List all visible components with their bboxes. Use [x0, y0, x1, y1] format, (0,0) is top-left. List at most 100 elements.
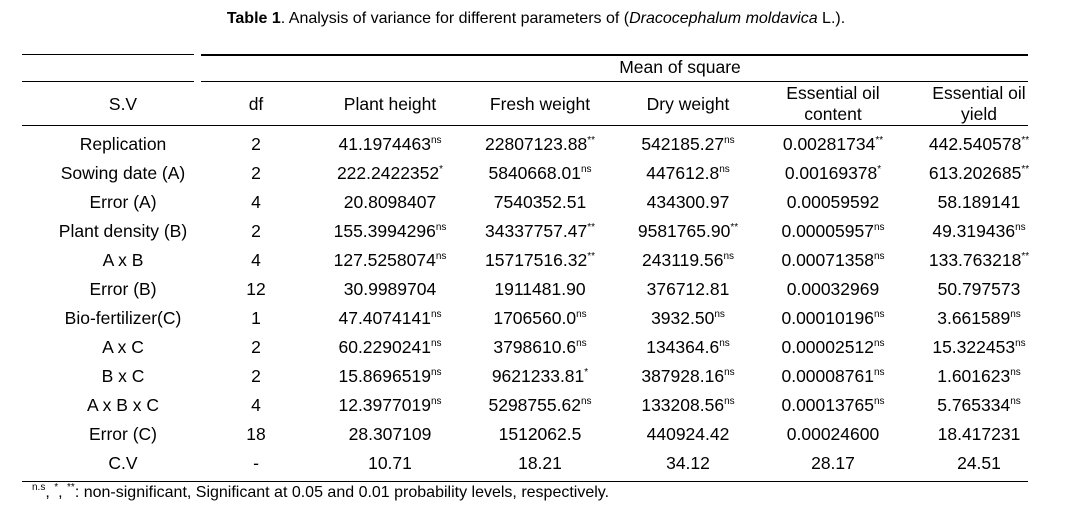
cell-value: 22807123.88: [485, 134, 588, 154]
table-row: B x C 2 15.8696519ns 9621233.81* 387928.16ns…: [0, 362, 1072, 391]
mean-square-cell: 47.4074141ns: [290, 304, 490, 333]
mean-square-cell: 0.00059592: [733, 188, 933, 217]
mean-square-cell: 0.00005957ns: [733, 217, 933, 246]
col-header-df: df: [248, 94, 264, 114]
mean-square-cell: 133.763218**: [879, 246, 1072, 275]
mean-square-cell: 28.17: [733, 449, 933, 478]
col-header-fresh-weight: Fresh weight: [489, 94, 591, 114]
mean-square-cell: 133208.56ns: [588, 391, 788, 420]
cell-value: 15717516.32: [485, 250, 588, 270]
mean-square-cell: 34337757.47**: [440, 217, 640, 246]
mean-square-cell: 243119.56ns: [588, 246, 788, 275]
significance-mark: ns: [1010, 309, 1021, 320]
column-header-row: S.V df Plant height Fresh weight Dry wei…: [0, 83, 1072, 125]
table-row: Error (C) 18 28.307109 1512062.5 440924.42 0.…: [0, 420, 1072, 449]
table-row: Error (A) 4 20.8098407 7540352.51 434300.97 0…: [0, 188, 1072, 217]
mean-square-cell: 434300.97: [588, 188, 788, 217]
cell-value: 12.3977019: [338, 395, 431, 415]
mean-square-cell: 5840668.01ns: [440, 159, 640, 188]
significance-mark: ns: [576, 338, 587, 349]
col-header-plant-height: Plant height: [343, 94, 437, 114]
mean-square-cell: 3932.50ns: [588, 304, 788, 333]
significance-mark: ns: [724, 396, 735, 407]
table-row: C.V - 10.71 18.21 34.12 28.17 24.51: [0, 449, 1072, 478]
col-header-oil-content-line2: content: [804, 104, 862, 124]
cell-value: 34337757.47: [485, 221, 588, 241]
cell-value: 3798610.6: [493, 337, 577, 357]
mean-square-cell: 155.3994296ns: [290, 217, 490, 246]
header-rule-right: [201, 81, 1028, 82]
cell-value: 0.00002512: [781, 337, 874, 357]
cell-value: 18.417231: [937, 424, 1021, 444]
mean-square-cell: 7540352.51: [440, 188, 640, 217]
significance-mark: ns: [873, 251, 885, 262]
cell-value: 243119.56: [642, 250, 724, 270]
mean-square-cell: 24.51: [879, 449, 1072, 478]
mean-square-cell: 22807123.88**: [440, 130, 640, 159]
cell-value: 127.5258074: [333, 250, 436, 270]
cell-value: 1.601623: [937, 366, 1011, 386]
cell-value: 613.202685: [928, 163, 1022, 183]
mean-square-cell: 0.00169378*: [733, 159, 933, 188]
mean-square-cell: 28.307109: [290, 420, 490, 449]
cell-value: 20.8098407: [343, 192, 437, 212]
mean-square-cell: 3798610.6ns: [440, 333, 640, 362]
mean-square-cell: 376712.81: [588, 275, 788, 304]
mean-square-cell: 1706560.0ns: [440, 304, 640, 333]
cell-value: 134364.6: [646, 337, 720, 357]
cell-value: 28.17: [811, 453, 855, 473]
cell-value: 30.9989704: [343, 279, 437, 299]
source-of-variation: Error (C): [88, 424, 158, 444]
degrees-of-freedom: 4: [251, 192, 261, 212]
mean-square-cell: 15717516.32**: [440, 246, 640, 275]
mean-square-cell: 0.00281734**: [733, 130, 933, 159]
mean-square-cell: 542185.27ns: [588, 130, 788, 159]
mean-square-cell: 0.00071358ns: [733, 246, 933, 275]
mean-square-cell: 12.3977019ns: [290, 391, 490, 420]
col-header-oil-yield-line1: Essential oil: [932, 83, 1026, 103]
table-row: A x B 4 127.5258074ns 15717516.32** 243119.5…: [0, 246, 1072, 275]
mean-square-cell: 10.71: [290, 449, 490, 478]
source-of-variation: Plant density (B): [58, 221, 188, 241]
col-header-dry-weight: Dry weight: [646, 94, 730, 114]
significance-mark: *: [439, 164, 444, 175]
footnote: n.s, *, **: non-significant, Significant…: [32, 482, 610, 502]
footnote-mark-double-star: **: [67, 482, 75, 493]
table-caption: Table 1. Analysis of variance for differ…: [0, 10, 1072, 28]
mean-square-cell: 34.12: [588, 449, 788, 478]
table-row: A x C 2 60.2290241ns 3798610.6ns 134364.6ns 0…: [0, 333, 1072, 362]
cell-value: 5840668.01: [488, 163, 581, 183]
significance-mark: ns: [873, 222, 885, 233]
col-header-sv: S.V: [108, 94, 138, 114]
mean-square-cell: 0.00002512ns: [733, 333, 933, 362]
mean-square-cell: 18.417231: [879, 420, 1072, 449]
significance-mark: **: [587, 222, 595, 233]
cell-value: 7540352.51: [493, 192, 587, 212]
source-of-variation: Error (B): [89, 279, 157, 299]
cell-value: 15.322453: [932, 337, 1016, 357]
mean-square-cell: 134364.6ns: [588, 333, 788, 362]
significance-mark: **: [730, 222, 739, 233]
mean-square-cell: 58.189141: [879, 188, 1072, 217]
significance-mark: ns: [719, 338, 730, 349]
degrees-of-freedom: 2: [251, 134, 261, 154]
mean-square-cell: 49.319436ns: [879, 217, 1072, 246]
cell-value: 222.2422352: [336, 163, 440, 183]
significance-mark: ns: [1010, 396, 1021, 407]
significance-mark: **: [1021, 251, 1030, 262]
degrees-of-freedom: 18: [246, 424, 266, 444]
mean-square-cell: 50.797573: [879, 275, 1072, 304]
source-of-variation: A x B: [102, 250, 144, 270]
significance-mark: *: [877, 164, 882, 175]
mean-square-cell: 442.540578**: [879, 130, 1072, 159]
cell-value: 18.21: [518, 453, 562, 473]
cell-value: 24.51: [957, 453, 1001, 473]
group-header: Mean of square: [619, 57, 741, 77]
caption-suffix: L.).: [817, 10, 846, 27]
significance-mark: ns: [724, 135, 735, 146]
mean-square-cell: 60.2290241ns: [290, 333, 490, 362]
mean-square-cell: 18.21: [440, 449, 640, 478]
footnote-mark-ns: n.s: [32, 482, 46, 493]
cell-value: 5298755.62: [488, 395, 581, 415]
